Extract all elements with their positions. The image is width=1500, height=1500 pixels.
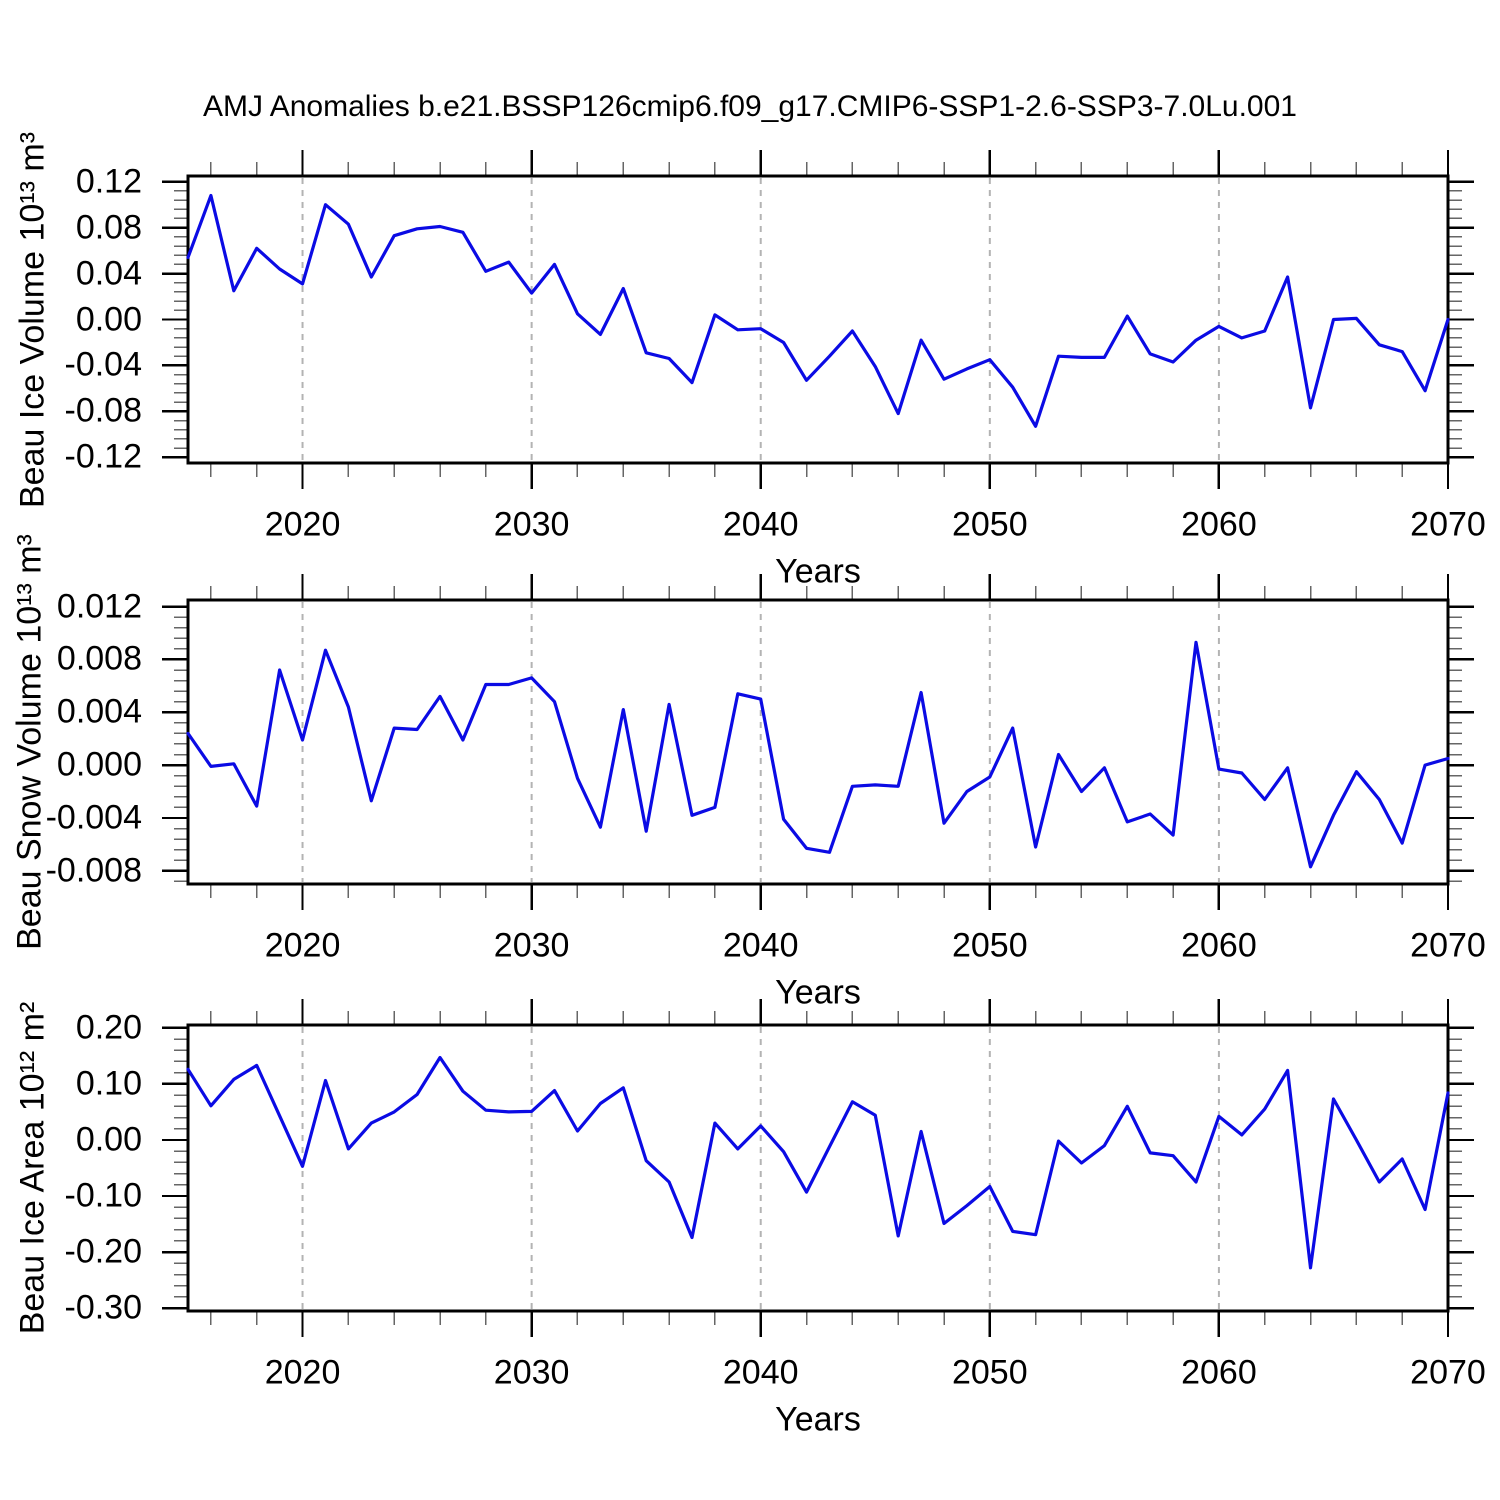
x-tick-label: 2050	[951, 926, 1028, 965]
x-tick-label: 2050	[951, 1353, 1028, 1392]
beau-ice-area-series-line	[186, 1055, 1450, 1270]
y-tick-label: -0.008	[45, 851, 142, 890]
beau-ice-volume-series-line	[186, 193, 1450, 428]
x-tick-label: 2070	[1410, 1353, 1486, 1392]
y-tick-label: 0.008	[56, 639, 142, 678]
x-tick-label: 2030	[493, 926, 570, 965]
y-tick-label: 0.00	[75, 300, 142, 338]
y-tick-label: 0.012	[56, 587, 142, 626]
y-tick-label: -0.20	[64, 1232, 143, 1271]
panel-border-beau-ice-volume	[186, 174, 1450, 465]
x-tick-label: 2060	[1181, 1353, 1257, 1392]
y-tick-label: -0.04	[64, 345, 143, 384]
x-tick-label: 2060	[1181, 505, 1257, 544]
x-tick-label: 2060	[1181, 926, 1257, 965]
x-tick-label: 2040	[722, 505, 799, 544]
y-tick-label: 0.004	[56, 692, 142, 731]
y-tick-label: 0.12	[75, 162, 142, 201]
y-tick-label: 0.000	[56, 745, 142, 784]
x-axis-label-years-panel1: Years	[775, 552, 861, 591]
x-tick-label: 2030	[493, 1353, 570, 1392]
y-tick-label: -0.12	[64, 437, 143, 476]
x-axis-label-years-panel3: Years	[775, 1400, 861, 1439]
beau-snow-volume-series-line	[186, 640, 1450, 869]
y-tick-label: 0.10	[75, 1064, 142, 1103]
y-tick-label: -0.30	[64, 1288, 143, 1327]
y-tick-label: -0.08	[64, 391, 143, 430]
x-tick-label: 2070	[1410, 926, 1486, 965]
y-axis-label-snow-volume: Beau Snow Volume 10¹³ m³	[10, 534, 49, 950]
x-tick-label: 2020	[264, 1353, 341, 1392]
panel-border-beau-snow-volume	[186, 598, 1450, 886]
y-tick-label: 0.08	[75, 208, 142, 247]
x-tick-label: 2070	[1410, 505, 1486, 544]
y-tick-label: 0.20	[75, 1008, 142, 1047]
x-tick-label: 2040	[722, 1353, 799, 1392]
x-tick-label: 2040	[722, 926, 799, 965]
x-axis-label-years-panel2: Years	[775, 973, 861, 1012]
x-tick-label: 2050	[951, 505, 1028, 544]
x-tick-label: 2030	[493, 505, 570, 544]
chart-title: AMJ Anomalies b.e21.BSSP126cmip6.f09_g17…	[203, 90, 1297, 123]
y-axis-label-ice-volume: Beau Ice Volume 10¹³ m³	[13, 131, 52, 509]
panel-border-beau-ice-area	[186, 1023, 1450, 1313]
x-tick-label: 2020	[264, 926, 341, 965]
y-axis-label-ice-area: Beau Ice Area 10¹² m²	[13, 1001, 52, 1335]
y-tick-label: -0.10	[64, 1176, 143, 1215]
y-tick-label: 0.00	[75, 1120, 142, 1159]
y-tick-label: -0.004	[45, 798, 142, 837]
y-tick-label: 0.04	[75, 254, 142, 293]
x-tick-label: 2020	[264, 505, 341, 544]
